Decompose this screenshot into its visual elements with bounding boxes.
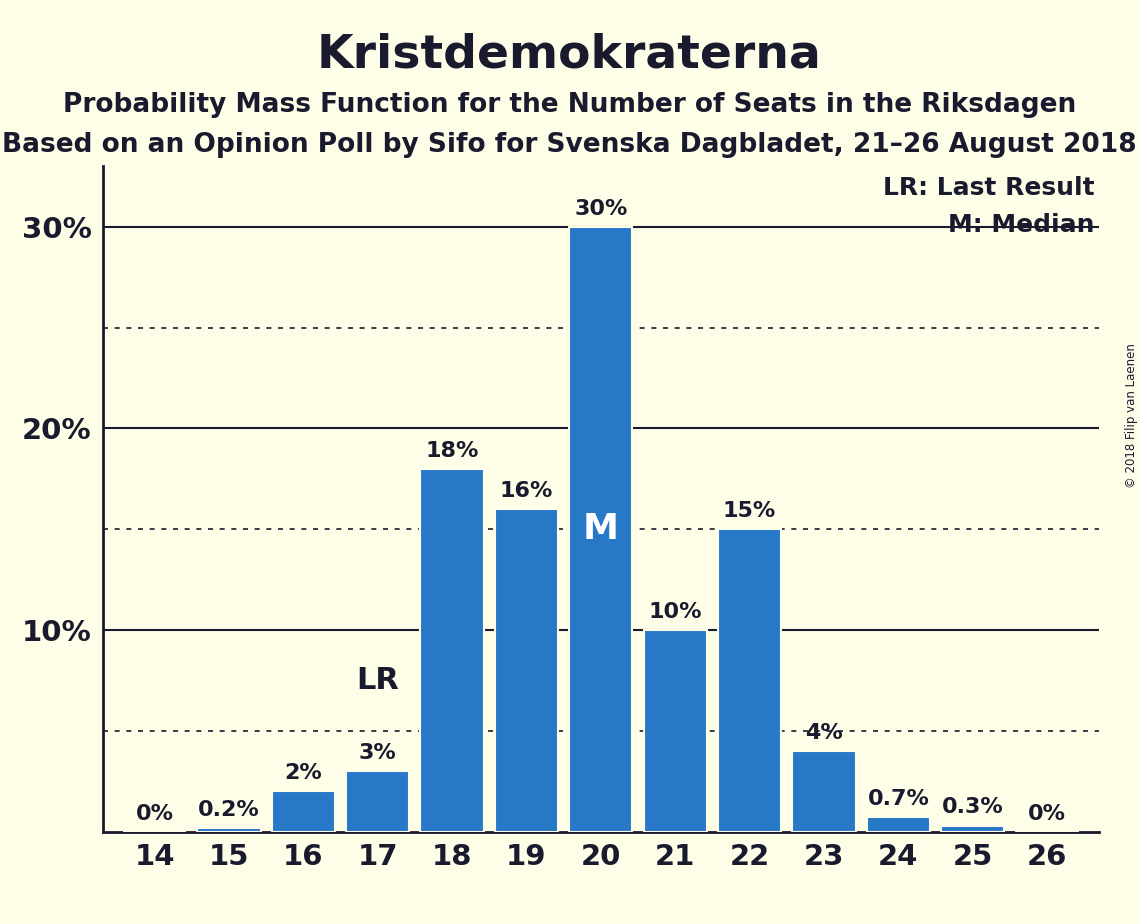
Bar [272,791,335,832]
Bar [570,226,632,832]
Text: Based on an Opinion Poll by Sifo for Svenska Dagbladet, 21–26 August 2018: Based on an Opinion Poll by Sifo for Sve… [2,132,1137,158]
Bar [494,509,558,832]
Bar [867,818,929,832]
Text: 18%: 18% [425,441,478,461]
Text: Kristdemokraterna: Kristdemokraterna [317,32,822,78]
Text: LR: LR [357,665,399,695]
Bar [718,529,781,832]
Text: 3%: 3% [359,743,396,763]
Bar [346,772,409,832]
Text: 0.7%: 0.7% [868,789,929,809]
Text: 10%: 10% [648,602,702,622]
Text: 0%: 0% [136,804,173,823]
Text: 0.3%: 0.3% [942,797,1003,818]
Bar [420,468,484,832]
Text: 2%: 2% [285,763,322,784]
Text: M: Median: M: Median [948,213,1095,237]
Text: 0%: 0% [1029,804,1066,823]
Bar [793,751,855,832]
Bar [644,630,707,832]
Text: LR: Last Result: LR: Last Result [883,176,1095,201]
Text: Probability Mass Function for the Number of Seats in the Riksdagen: Probability Mass Function for the Number… [63,92,1076,118]
Text: 30%: 30% [574,199,628,219]
Bar [197,828,261,832]
Bar [941,825,1005,832]
Text: 0.2%: 0.2% [198,799,260,820]
Text: 16%: 16% [500,481,554,501]
Text: M: M [583,512,618,546]
Text: 15%: 15% [723,501,776,521]
Text: © 2018 Filip van Laenen: © 2018 Filip van Laenen [1124,344,1138,488]
Text: 4%: 4% [805,723,843,743]
